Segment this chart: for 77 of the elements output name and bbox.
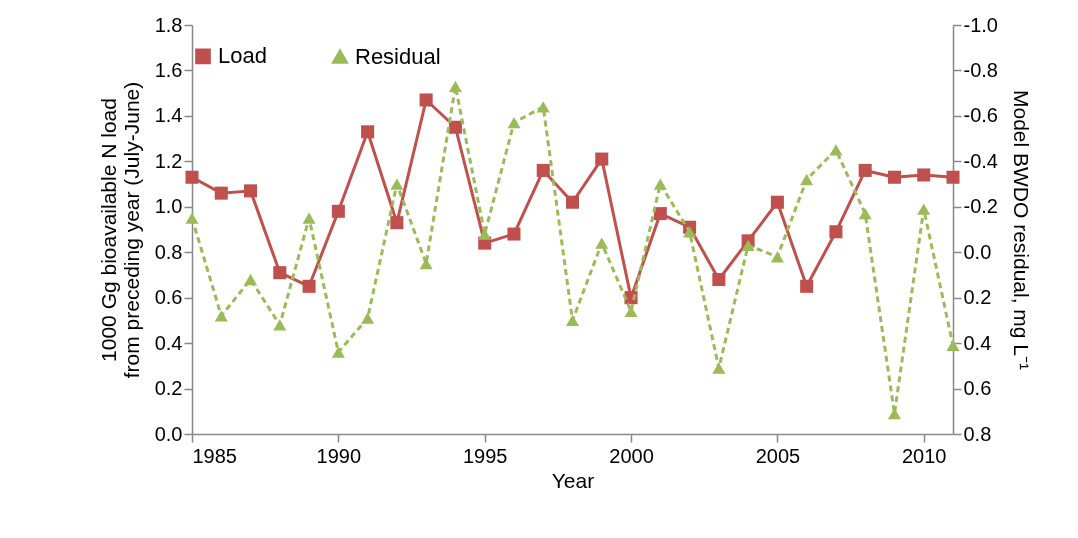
- point: [331, 346, 345, 358]
- y2-tick-label: 0.8: [963, 422, 992, 445]
- point: [448, 80, 462, 92]
- x-tick-label: 2000: [609, 444, 654, 467]
- point: [185, 212, 199, 224]
- point: [829, 144, 843, 156]
- point: [565, 195, 580, 209]
- point: [946, 170, 960, 184]
- y2-tick-label: -0.4: [963, 149, 998, 172]
- y-tick-label: 0.4: [154, 331, 183, 354]
- point: [887, 170, 901, 184]
- y-tick-label: 1.2: [154, 149, 183, 172]
- y-tick-label: 1.0: [154, 195, 183, 218]
- point: [536, 163, 550, 177]
- point: [302, 279, 316, 293]
- point: [917, 203, 931, 215]
- x-tick-label: 1990: [316, 444, 362, 467]
- y2-tick-label: 0.2: [963, 286, 992, 309]
- point: [302, 212, 316, 224]
- point: [507, 227, 521, 241]
- y2-tick-label: 0.0: [963, 240, 992, 263]
- point: [741, 239, 755, 252]
- point: [770, 251, 784, 263]
- y2-tick-label: -0.8: [963, 58, 998, 81]
- point: [946, 339, 960, 352]
- y2-tick-label: 0.4: [963, 331, 992, 354]
- point: [361, 125, 375, 139]
- point: [390, 178, 404, 190]
- point: [858, 163, 872, 177]
- point: [683, 226, 697, 238]
- x-tick-label: 2010: [901, 444, 947, 467]
- point: [448, 120, 462, 134]
- point: [331, 204, 345, 218]
- point: [390, 216, 404, 230]
- point: [507, 117, 521, 129]
- point: [712, 272, 726, 287]
- y2-tick-label: -1.0: [963, 13, 998, 36]
- x-axis-title: Year: [551, 468, 595, 492]
- y-tick-label: 0.6: [154, 286, 183, 309]
- y2-tick-label: -0.6: [963, 104, 998, 127]
- y-tick-label: 1.6: [154, 58, 183, 81]
- point: [185, 170, 199, 184]
- point: [361, 312, 375, 324]
- y-tick-label: 0.0: [154, 422, 183, 445]
- point: [653, 207, 667, 221]
- y-axis-title: 1000 Gg bioavailable N load from preceding year (July-June): [96, 81, 143, 379]
- x-tick-label: 2005: [755, 444, 801, 467]
- point: [800, 173, 814, 186]
- point: [419, 93, 433, 107]
- y-tick-label: 0.2: [154, 377, 183, 400]
- y-tick-label: 1.4: [154, 104, 183, 127]
- y2-tick-label: -0.2: [963, 195, 998, 218]
- y2-axis-title: Model BWDO residual, mg L⁻¹: [1009, 89, 1033, 371]
- point: [770, 195, 784, 209]
- point: [829, 225, 843, 239]
- point: [712, 362, 726, 374]
- point: [214, 186, 228, 200]
- point: [917, 168, 931, 182]
- point: [595, 152, 609, 166]
- point: [273, 319, 287, 331]
- point: [273, 266, 287, 280]
- y-tick-label: 1.8: [154, 13, 183, 36]
- legend-label: Residual: [355, 43, 441, 69]
- point: [244, 184, 258, 198]
- point: [244, 273, 258, 286]
- point: [536, 101, 550, 113]
- y2-tick-label: 0.6: [963, 377, 992, 400]
- y-tick-label: 0.8: [154, 240, 183, 263]
- point: [858, 207, 872, 220]
- point: [214, 310, 228, 322]
- x-tick-label: 1985: [192, 444, 237, 467]
- point: [565, 314, 580, 327]
- point: [595, 237, 609, 249]
- x-tick-label: 1995: [462, 444, 508, 467]
- point: [653, 178, 667, 190]
- point: [800, 279, 814, 293]
- legend-label: Load: [218, 43, 267, 69]
